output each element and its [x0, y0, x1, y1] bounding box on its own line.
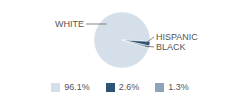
html-text:2.6%: 2.6%: [118, 82, 140, 92]
svg-text:WHITE: WHITE: [55, 19, 84, 29]
html-text:96.1%: 96.1%: [64, 82, 90, 92]
svg-text:BLACK: BLACK: [156, 42, 186, 52]
svg-text:HISPANIC: HISPANIC: [156, 32, 198, 42]
html-text:1.3%: 1.3%: [168, 82, 189, 92]
